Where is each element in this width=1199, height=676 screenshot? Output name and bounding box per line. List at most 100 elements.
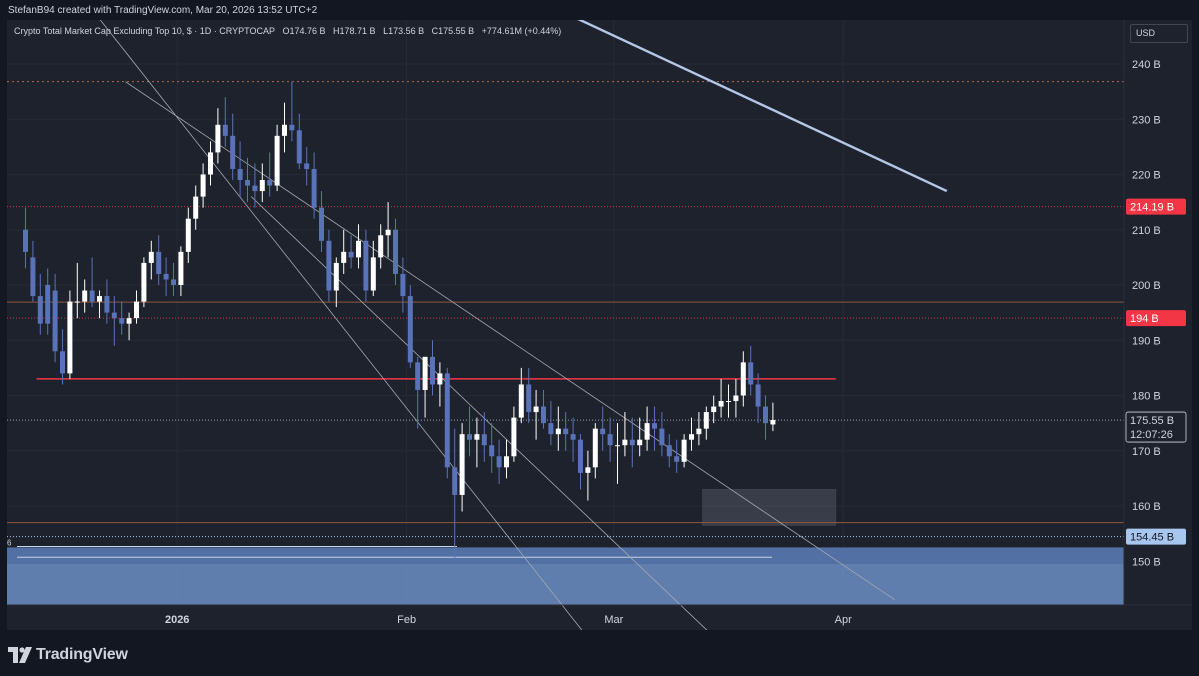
candle bbox=[474, 417, 480, 468]
time-tick-label: 2026 bbox=[165, 614, 189, 626]
candle-body bbox=[622, 439, 628, 446]
candle-body bbox=[681, 439, 687, 462]
candle-body bbox=[237, 168, 243, 181]
candle-body bbox=[459, 434, 465, 495]
candle bbox=[252, 163, 258, 208]
candle-body bbox=[563, 428, 569, 435]
time-axis[interactable]: 2026 Feb Mar Apr bbox=[7, 604, 1192, 626]
candle bbox=[378, 224, 384, 269]
candle bbox=[245, 157, 250, 203]
candle-body bbox=[518, 384, 524, 418]
candle bbox=[659, 412, 665, 457]
candle-body bbox=[578, 439, 583, 473]
price-tick-label: 160 B bbox=[1132, 501, 1161, 513]
candle-body bbox=[481, 434, 487, 446]
price-label-text: 154.45 B bbox=[1130, 532, 1174, 544]
candle bbox=[748, 345, 754, 396]
candle-body bbox=[119, 318, 125, 324]
candle bbox=[763, 395, 768, 440]
candle bbox=[740, 351, 746, 407]
candle-body bbox=[200, 174, 206, 197]
candle-body bbox=[430, 356, 435, 385]
candle-body bbox=[74, 301, 80, 303]
candle bbox=[541, 389, 546, 429]
price-tick-label: 150 B bbox=[1132, 556, 1161, 568]
candle bbox=[422, 356, 428, 418]
candle bbox=[156, 235, 162, 285]
candle bbox=[341, 229, 347, 274]
candle-body bbox=[489, 445, 495, 457]
zones: 6 bbox=[7, 489, 1124, 605]
candle bbox=[407, 285, 413, 368]
candle-body bbox=[659, 428, 665, 446]
candle bbox=[555, 406, 561, 451]
candle-body bbox=[615, 445, 620, 447]
candle-body bbox=[126, 318, 132, 324]
candle bbox=[578, 434, 583, 490]
candle bbox=[215, 108, 221, 164]
candle bbox=[393, 218, 398, 285]
candle bbox=[726, 384, 731, 418]
candlestick-chart[interactable]: 6 150 B 160 B 170 B 180 B 190 B 200 B 210 B 220… bbox=[7, 20, 1192, 630]
candle bbox=[74, 262, 80, 319]
grid bbox=[7, 20, 1124, 605]
price-label: 154.45 B bbox=[1126, 528, 1186, 545]
candle-body bbox=[637, 439, 643, 446]
candle bbox=[126, 312, 132, 341]
candle bbox=[696, 412, 702, 446]
candle bbox=[45, 268, 51, 335]
candle bbox=[644, 406, 650, 451]
candle bbox=[326, 229, 332, 302]
candle bbox=[52, 273, 58, 363]
candle-body bbox=[245, 180, 250, 186]
candle-body bbox=[570, 434, 576, 440]
candle bbox=[363, 229, 369, 302]
candle bbox=[674, 439, 680, 473]
low-value: L173.56 B bbox=[383, 26, 425, 36]
candle-body bbox=[748, 362, 754, 385]
candle-body bbox=[511, 417, 517, 457]
candle bbox=[97, 290, 102, 319]
candle bbox=[148, 240, 154, 280]
candle bbox=[703, 406, 709, 440]
candle-body bbox=[156, 251, 162, 274]
candle-body bbox=[400, 273, 406, 297]
symbol-legend: Crypto Total Market Cap Excluding Top 10… bbox=[14, 26, 566, 36]
currency-selector[interactable]: USD bbox=[1130, 24, 1188, 43]
candle bbox=[30, 240, 36, 302]
trendline bbox=[125, 81, 896, 601]
candle-body bbox=[111, 312, 117, 319]
candle-body bbox=[370, 257, 376, 291]
footer-brand[interactable]: TradingView bbox=[8, 644, 128, 666]
price-label-bg bbox=[1126, 198, 1186, 215]
candle-body bbox=[171, 279, 176, 285]
candle-body bbox=[696, 428, 702, 435]
candle-body bbox=[444, 373, 450, 468]
price-tick-label: 210 B bbox=[1132, 225, 1161, 237]
candle bbox=[718, 378, 724, 418]
candle-body bbox=[452, 467, 458, 495]
candle-body bbox=[548, 423, 554, 435]
candle-body bbox=[333, 262, 339, 291]
candle bbox=[171, 262, 176, 297]
candle-body bbox=[185, 218, 191, 252]
candle bbox=[111, 296, 117, 346]
time-tick-label: Apr bbox=[835, 614, 852, 626]
candle bbox=[333, 257, 339, 308]
candle-body bbox=[644, 423, 650, 440]
candle bbox=[489, 423, 495, 473]
chart-panel[interactable]: 6 150 B 160 B 170 B 180 B 190 B 200 B 210 B 220… bbox=[7, 20, 1192, 630]
candle bbox=[666, 434, 672, 468]
candle bbox=[592, 423, 598, 479]
candle-body bbox=[407, 296, 413, 363]
candle bbox=[185, 207, 191, 263]
candle bbox=[67, 290, 73, 379]
candle-body bbox=[141, 262, 147, 302]
candle-body bbox=[496, 456, 502, 468]
candle bbox=[37, 273, 43, 335]
candle-body bbox=[311, 168, 317, 208]
candle bbox=[282, 102, 287, 153]
candle-body bbox=[533, 406, 539, 413]
candle bbox=[82, 279, 88, 313]
price-axis[interactable]: 150 B 160 B 170 B 180 B 190 B 200 B 210 B 220 B… bbox=[1123, 20, 1192, 605]
